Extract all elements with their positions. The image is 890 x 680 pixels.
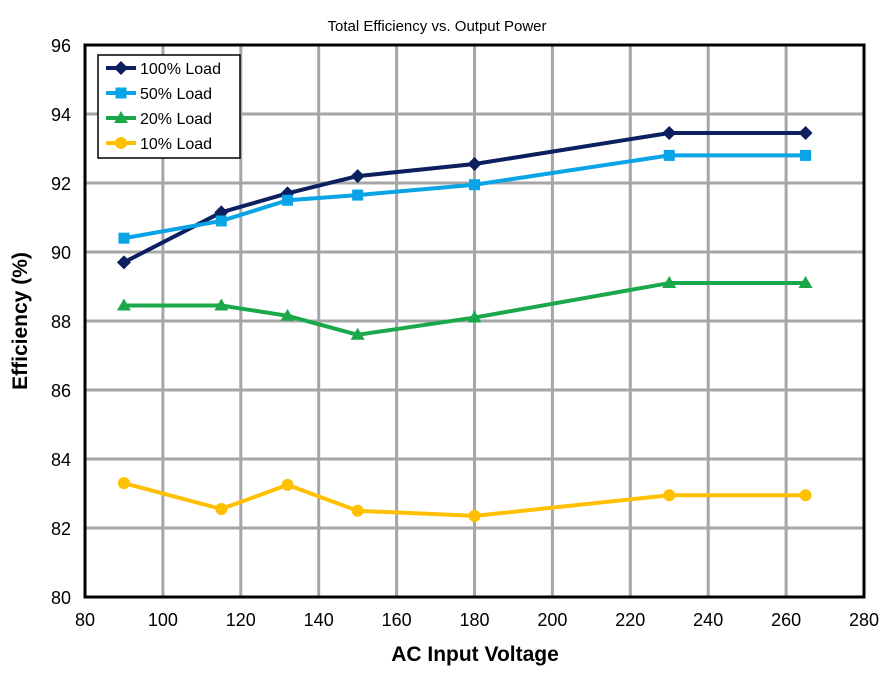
data-point <box>350 169 365 184</box>
legend-label: 10% Load <box>140 136 212 153</box>
x-axis-label: AC Input Voltage <box>391 643 559 666</box>
data-point <box>280 308 295 321</box>
y-tick-label: 90 <box>51 243 71 263</box>
y-tick-label: 94 <box>51 105 71 125</box>
data-point <box>116 255 131 270</box>
x-tick-label: 100 <box>148 610 178 630</box>
y-tick-label: 96 <box>51 36 71 56</box>
legend-label: 100% Load <box>140 61 221 78</box>
data-point <box>663 489 676 502</box>
x-tick-label: 220 <box>615 610 645 630</box>
data-point <box>117 477 130 490</box>
data-point <box>281 478 294 491</box>
x-tick-label: 280 <box>849 610 879 630</box>
y-tick-label: 82 <box>51 519 71 539</box>
x-tick-label: 200 <box>537 610 567 630</box>
series-100-load <box>116 125 813 270</box>
legend-marker <box>115 137 127 149</box>
data-point <box>798 125 813 140</box>
legend-marker <box>115 87 127 99</box>
x-tick-label: 160 <box>382 610 412 630</box>
x-tick-label: 260 <box>771 610 801 630</box>
data-point <box>282 194 294 206</box>
data-point <box>214 298 229 311</box>
data-point <box>662 125 677 140</box>
y-tick-label: 86 <box>51 381 71 401</box>
legend-label: 20% Load <box>140 111 212 128</box>
data-point <box>467 310 482 323</box>
series-10-load <box>117 477 812 522</box>
data-point <box>467 157 482 172</box>
y-axis-label: Efficiency (%) <box>9 252 32 390</box>
x-tick-label: 80 <box>75 610 95 630</box>
data-point <box>663 149 675 161</box>
data-point <box>215 503 228 516</box>
data-point <box>352 189 364 201</box>
legend-marker <box>114 61 128 75</box>
series-50-load <box>118 149 812 244</box>
data-point <box>662 276 677 289</box>
data-point <box>798 276 813 289</box>
legend-label: 50% Load <box>140 86 212 103</box>
data-point <box>215 215 227 227</box>
data-point <box>799 489 812 502</box>
data-point <box>469 179 480 191</box>
data-point <box>351 504 364 517</box>
data-point <box>468 509 481 522</box>
x-tick-label: 140 <box>304 610 334 630</box>
plot-border <box>83 43 866 599</box>
x-tick-label: 120 <box>226 610 256 630</box>
data-point <box>350 327 365 340</box>
legend-marker <box>114 111 128 123</box>
data-point <box>116 298 131 311</box>
y-tick-label: 88 <box>51 312 71 332</box>
data-point <box>800 149 812 161</box>
data-point <box>118 232 130 244</box>
series-20-load <box>116 276 813 340</box>
y-tick-label: 92 <box>51 174 71 194</box>
chart-title: Total Efficiency vs. Output Power <box>328 18 547 35</box>
y-tick-label: 80 <box>51 588 71 608</box>
legend: 100% Load 50% Load 20% Load 10% Load <box>97 54 241 159</box>
x-tick-label: 180 <box>459 610 489 630</box>
y-tick-label: 84 <box>51 450 71 470</box>
x-tick-label: 240 <box>693 610 723 630</box>
